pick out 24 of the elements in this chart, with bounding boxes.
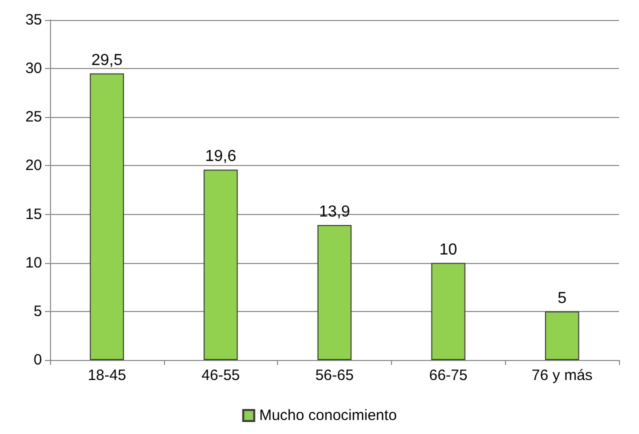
y-tick-label: 35: [25, 12, 42, 28]
y-tick-label: 25: [25, 108, 42, 126]
y-tick-label: 10: [25, 254, 42, 272]
data-label: 13,9: [318, 203, 350, 220]
bar: [90, 73, 124, 360]
data-label: 5: [558, 290, 567, 307]
y-tick-label: 20: [25, 157, 42, 174]
bar: [204, 170, 238, 360]
legend-label: Mucho conocimiento: [259, 407, 397, 424]
data-label: 19,6: [205, 148, 236, 166]
bar: [545, 311, 580, 360]
bar: [431, 262, 466, 360]
bar: [317, 224, 352, 360]
x-tick-label: 18-45: [88, 367, 126, 384]
data-label: 29,5: [91, 52, 123, 69]
data-label: 10: [439, 241, 458, 258]
x-tick-label: 76 y más: [532, 367, 593, 384]
y-tick-label: 30: [25, 60, 42, 78]
x-tick-label: 46-55: [202, 367, 240, 384]
y-tick-label: 0: [34, 352, 42, 368]
y-tick-label: 15: [25, 206, 42, 223]
x-tick-label: 56-65: [315, 367, 354, 384]
x-tick-label: 66-75: [429, 367, 468, 384]
y-tick-label: 5: [34, 302, 42, 320]
